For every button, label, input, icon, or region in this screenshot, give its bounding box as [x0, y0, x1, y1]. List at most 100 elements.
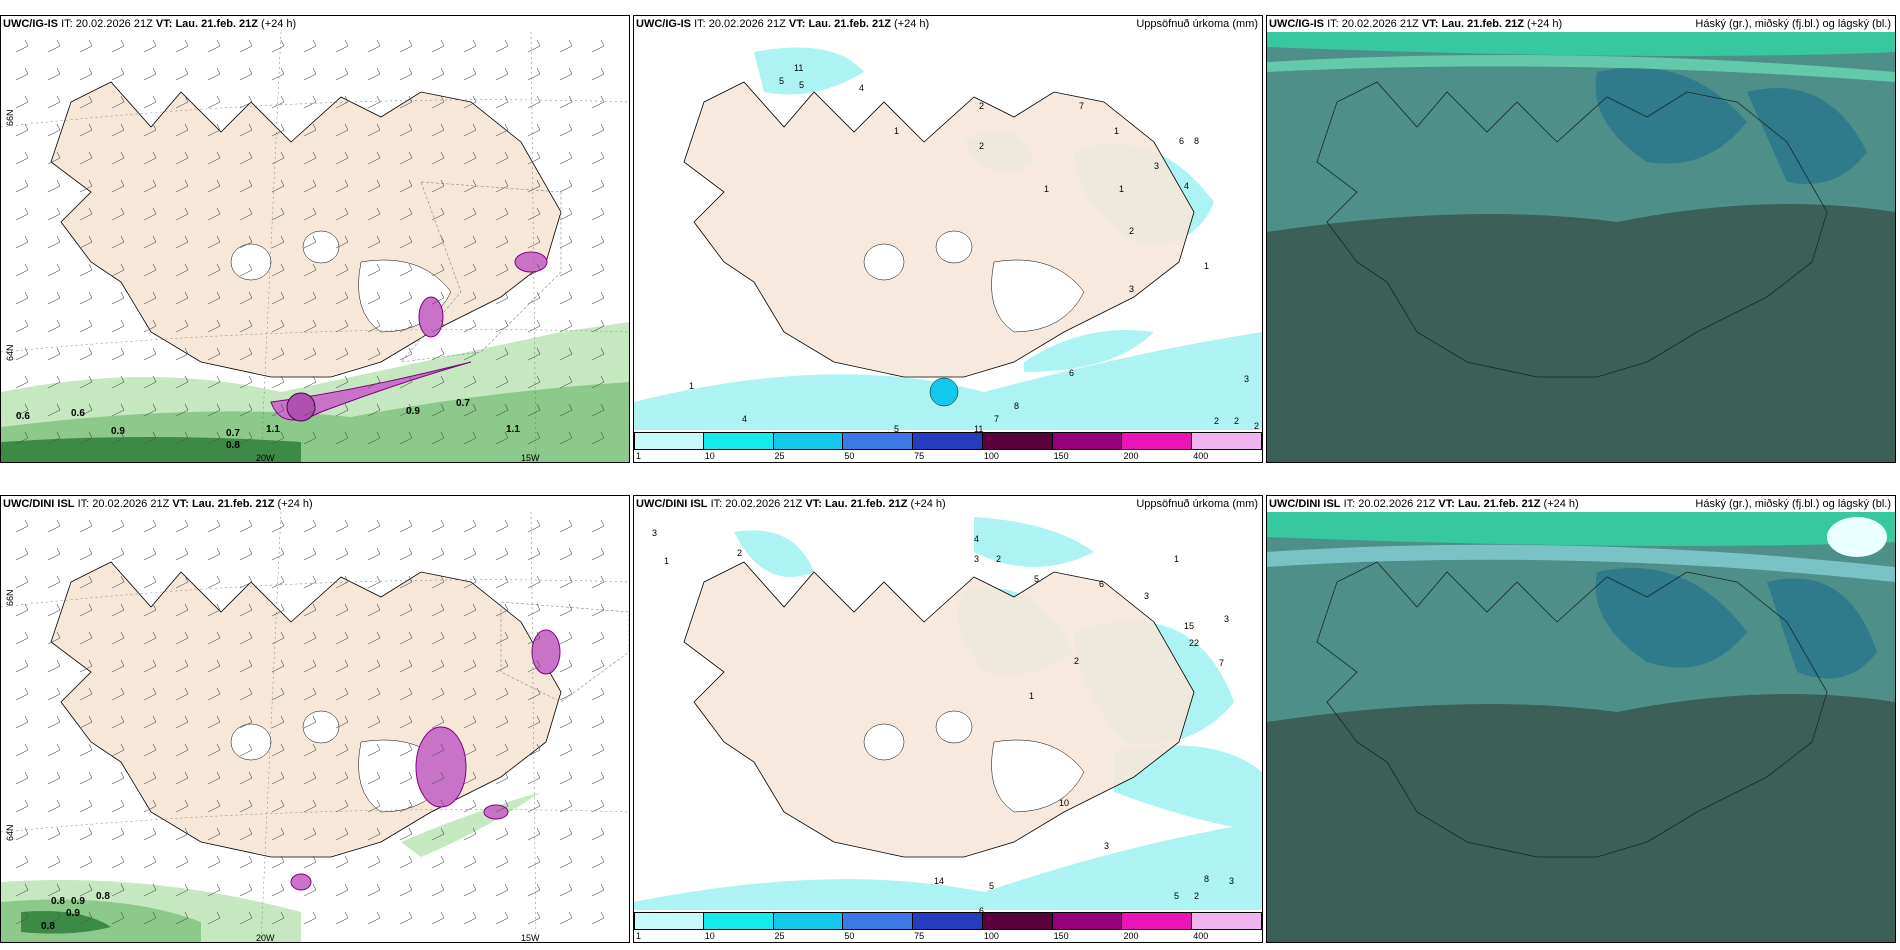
colorbar-cell: [913, 432, 983, 450]
precip-value: 2: [1234, 416, 1240, 426]
colorbar-cell: [1052, 912, 1123, 930]
wind-panel-top: UWC/IG-IS IT: 20.02.2026 21Z VT: Lau. 21…: [0, 15, 630, 463]
wind-value: 0.6: [71, 408, 85, 419]
colorbar-cell: [703, 432, 774, 450]
colorbar-tick-label: 400: [1193, 931, 1209, 941]
wind-value: 0.9: [66, 908, 80, 919]
colorbar-tick-label: 200: [1123, 451, 1139, 461]
precip-value: 4: [859, 83, 865, 93]
precip-value: 6: [1179, 136, 1185, 146]
panel-header: UWC/DINI ISL IT: 20.02.2026 21Z VT: Lau.…: [1269, 498, 1579, 510]
colorbar-cell: [913, 912, 983, 930]
wind-value: 0.9: [111, 426, 125, 437]
precip-value: 3: [1129, 284, 1135, 294]
cloud-panel-top: UWC/IG-IS IT: 20.02.2026 21Z VT: Lau. 21…: [1266, 15, 1896, 463]
wind-value: 0.8: [96, 891, 110, 902]
panel-header: UWC/DINI ISL IT: 20.02.2026 21Z VT: Lau.…: [636, 498, 946, 510]
cloud-title: Háský (gr.), miðský (fj.bl.) og lágský (…: [1695, 18, 1891, 30]
precip-value: 4: [974, 534, 980, 544]
colorbar-cell: [634, 912, 704, 930]
precip-title: Uppsöfnuð úrkoma (mm): [1136, 18, 1258, 30]
precip-value: 1: [1029, 691, 1035, 701]
lon-label: 15W: [521, 453, 540, 463]
precip-value: 7: [994, 414, 1000, 424]
panel-header: UWC/IG-IS IT: 20.02.2026 21Z VT: Lau. 21…: [1269, 18, 1563, 30]
precip-value: 3: [652, 528, 658, 538]
precip-value: 3: [1224, 614, 1230, 624]
colorbar-cell: [1122, 432, 1193, 450]
precip-value: 5: [989, 881, 995, 891]
lon-label: 15W: [521, 933, 540, 943]
lat-label: 66N: [5, 589, 15, 606]
precip-colorbar: 1 10 25 50 75 100 150 200 400: [634, 432, 1262, 462]
precip-value: 10: [1059, 798, 1070, 808]
precip-title: Uppsöfnuð úrkoma (mm): [1136, 498, 1258, 510]
precip-value: 15: [1184, 621, 1195, 631]
precip-value: 2: [996, 554, 1002, 564]
precip-value: 3: [1154, 161, 1160, 171]
colorbar-tick-label: 25: [774, 931, 785, 941]
precip-value: 11: [794, 63, 804, 73]
precip-value: 2: [1194, 891, 1200, 901]
panel-header: UWC/IG-IS IT: 20.02.2026 21Z VT: Lau. 21…: [3, 18, 297, 30]
colorbar-tick-label: 400: [1193, 451, 1209, 461]
iceland-landmass: [50, 81, 562, 378]
precip-value: 2: [979, 141, 985, 151]
precip-value: 2: [979, 101, 985, 111]
colorbar-cell: [982, 912, 1053, 930]
panel-header: UWC/DINI ISL IT: 20.02.2026 21Z VT: Lau.…: [3, 498, 313, 510]
precip-value: 2: [1254, 421, 1260, 431]
colorbar-tick-label: 50: [844, 931, 855, 941]
colorbar-cell: [843, 912, 914, 930]
colorbar-tick-label: 150: [1053, 931, 1069, 941]
wind-value: 0.9: [406, 406, 420, 417]
wind-value: 0.7: [456, 398, 470, 409]
precip-value: 6: [979, 906, 985, 916]
precip-panel-top: UWC/IG-IS IT: 20.02.2026 21Z VT: Lau. 21…: [633, 15, 1263, 463]
precip-value: 6: [1069, 368, 1075, 378]
colorbar-cell: [703, 912, 774, 930]
precip-value: 5: [1174, 891, 1180, 901]
lon-label: 20W: [256, 453, 275, 463]
colorbar-tick-label: 10: [704, 931, 715, 941]
precip-colorbar: 1 10 25 50 75 100 150 200 400: [634, 912, 1262, 942]
precip-value: 5: [779, 76, 785, 86]
precip-value: 5: [894, 424, 900, 434]
precip-map: [634, 517, 1262, 910]
precip-value: 1: [1174, 554, 1180, 564]
colorbar-tick-label: 25: [774, 451, 785, 461]
iceland-outline: [1316, 81, 1828, 378]
precip-value: 3: [974, 554, 980, 564]
precip-value: 2: [1129, 226, 1135, 236]
colorbar-tick-label: 75: [914, 451, 925, 461]
colorbar-tick-label: 10: [704, 451, 715, 461]
precip-value: 4: [1184, 181, 1190, 191]
lat-label: 64N: [5, 824, 15, 841]
lat-label: 66N: [5, 109, 15, 126]
colorbar-cell: [1122, 912, 1193, 930]
precip-value: 1: [689, 381, 695, 391]
cloud-map: [1267, 32, 1895, 462]
wind-value: 1.1: [266, 424, 280, 435]
colorbar-tick-label: 100: [983, 451, 999, 461]
wind-value: 0.6: [16, 411, 30, 422]
precip-value: 7: [1219, 658, 1225, 668]
colorbar-tick-label: 150: [1053, 451, 1069, 461]
precip-value: 6: [1099, 579, 1105, 589]
precip-value: 8: [1204, 874, 1210, 884]
precip-value: 14: [934, 876, 945, 886]
precip-value: 1: [1204, 261, 1210, 271]
precip-panel-bottom: UWC/DINI ISL IT: 20.02.2026 21Z VT: Lau.…: [633, 495, 1263, 943]
precip-value: 1: [1119, 184, 1125, 194]
colorbar-cell: [1052, 432, 1123, 450]
wind-value: 0.7: [226, 428, 240, 439]
precip-value: 11: [974, 424, 984, 434]
precip-value: 3: [1104, 841, 1110, 851]
colorbar-frame: [634, 432, 1262, 450]
cloud-panel-bottom: UWC/DINI ISL IT: 20.02.2026 21Z VT: Lau.…: [1266, 495, 1896, 943]
lon-label: 20W: [256, 933, 275, 943]
iceland-landmass: [683, 561, 1195, 858]
precip-value: 3: [1229, 876, 1235, 886]
colorbar-tick-label: 50: [844, 451, 855, 461]
precip-value: 8: [1194, 136, 1200, 146]
